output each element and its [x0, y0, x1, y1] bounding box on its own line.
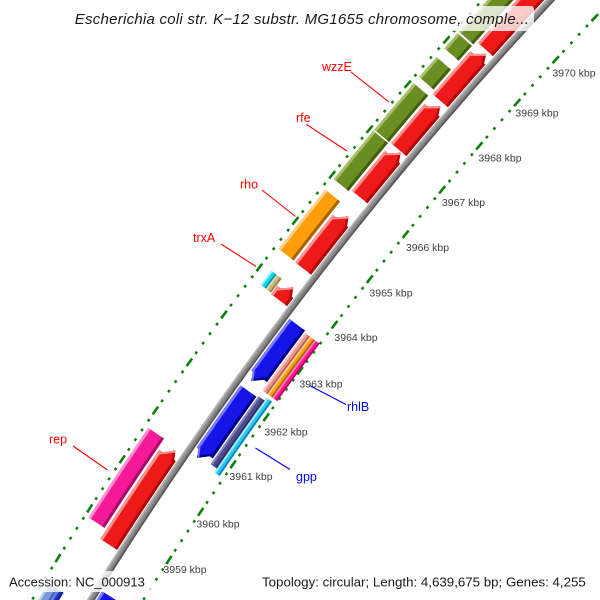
svg-text:3968 kbp: 3968 kbp: [478, 153, 521, 165]
svg-text:3965 kbp: 3965 kbp: [369, 288, 412, 300]
svg-text:3966 kbp: 3966 kbp: [406, 242, 449, 254]
svg-text:gpp: gpp: [296, 470, 317, 484]
svg-text:rep: rep: [49, 433, 67, 447]
svg-text:rfe: rfe: [296, 111, 311, 125]
svg-text:3962 kbp: 3962 kbp: [264, 427, 307, 439]
svg-text:3960 kbp: 3960 kbp: [196, 519, 239, 531]
svg-text:Escherichia coli str. K−12 sub: Escherichia coli str. K−12 substr. MG165…: [75, 11, 529, 28]
svg-text:wzzE: wzzE: [321, 60, 352, 74]
svg-text:3970 kbp: 3970 kbp: [552, 68, 595, 80]
svg-text:rho: rho: [240, 178, 258, 192]
svg-text:3963 kbp: 3963 kbp: [299, 379, 342, 391]
svg-text:3969 kbp: 3969 kbp: [515, 108, 558, 120]
svg-text:3964 kbp: 3964 kbp: [334, 332, 377, 344]
svg-text:3961 kbp: 3961 kbp: [229, 471, 272, 483]
svg-text:rhlB: rhlB: [347, 400, 369, 414]
svg-text:trxA: trxA: [193, 231, 216, 245]
svg-text:Topology: circular; Length: 4,: Topology: circular; Length: 4,639,675 bp…: [262, 575, 586, 590]
svg-text:3959 kbp: 3959 kbp: [163, 564, 206, 576]
svg-text:3967 kbp: 3967 kbp: [442, 197, 485, 209]
svg-text:Accession: NC_000913: Accession: NC_000913: [9, 575, 145, 590]
